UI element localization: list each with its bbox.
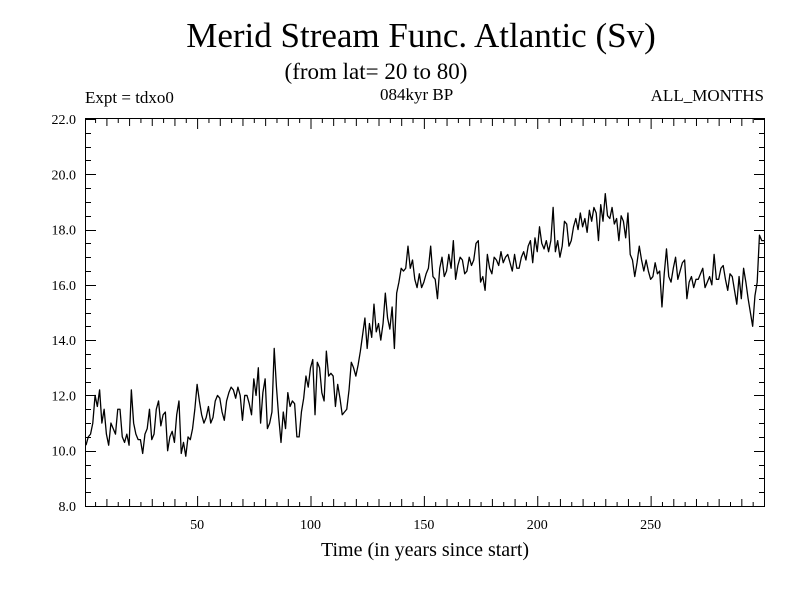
y-tick-label: 22.0 [52, 113, 77, 128]
x-tick-label: 100 [300, 518, 321, 533]
x-tick-label: 150 [413, 518, 434, 533]
y-tick-label: 10.0 [52, 445, 77, 460]
plot-area-frame [85, 118, 765, 507]
series-line [85, 192, 764, 457]
y-tick-label: 16.0 [52, 279, 77, 294]
axis-tick-labels: 50 100 150 200 250 8.0 10.0 12.0 14.0 16.0 18.0 20.… [52, 113, 662, 533]
y-tick-label: 14.0 [52, 334, 77, 349]
period-label: 084kyr BP [380, 85, 454, 104]
axis-ticks [86, 119, 764, 507]
x-axis-label: Time (in years since start) [320, 539, 530, 561]
y-tick-label: 18.0 [52, 224, 77, 239]
x-tick-label: 50 [190, 518, 204, 533]
y-tick-label: 20.0 [52, 168, 77, 183]
months-label: ALL_MONTHS [650, 86, 764, 105]
y-tick-label: 8.0 [59, 500, 77, 515]
y-tick-label: 12.0 [52, 389, 77, 404]
experiment-label: Expt = tdxo0 [85, 88, 174, 107]
chart-title: Merid Stream Func. Atlantic (Sv) [186, 16, 656, 55]
x-tick-label: 200 [527, 518, 548, 533]
x-tick-label: 250 [640, 518, 661, 533]
chart-subtitle: (from lat= 20 to 80) [284, 59, 468, 84]
